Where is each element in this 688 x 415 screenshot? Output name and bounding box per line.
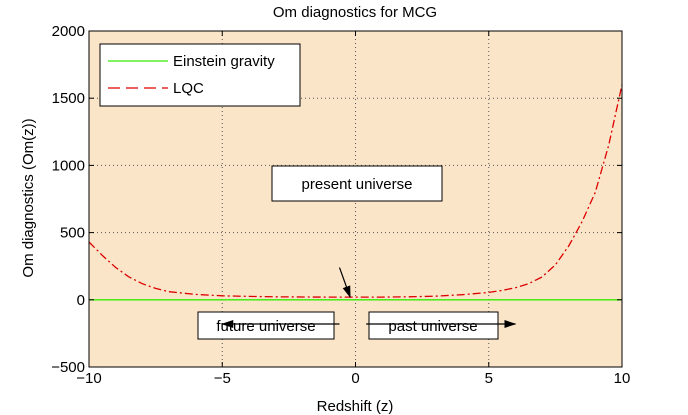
y-tick-label: 1000 (52, 157, 85, 174)
annotation-future: future universe (198, 312, 334, 339)
chart-title: Om diagnostics for MCG (273, 4, 437, 21)
annotation-future-text: future universe (216, 318, 315, 335)
x-tick-label: −5 (214, 370, 231, 387)
y-axis-label: Om diagnostics (Om(z)) (20, 118, 37, 277)
y-tick-label: −500 (51, 359, 85, 376)
y-tick-label: 0 (77, 292, 85, 309)
om-diagnostics-chart: −10 −5 0 5 10−5000500100015002000 Om diagnos… (0, 0, 688, 415)
annotation-present-text: present universe (302, 176, 413, 193)
x-tick-label: 5 (485, 370, 493, 387)
legend-label-lqc: LQC (173, 80, 204, 97)
annotation-past: past universe (369, 312, 498, 339)
y-tick-label: 500 (60, 225, 85, 242)
legend: Einstein gravity LQC (100, 44, 300, 106)
x-tick-label: 10 (614, 370, 631, 387)
x-tick-label: 0 (351, 370, 359, 387)
annotation-present: present universe (272, 166, 442, 201)
legend-label-einstein: Einstein gravity (173, 53, 275, 70)
y-tick-label: 1500 (52, 90, 85, 107)
y-tick-label: 2000 (52, 23, 85, 40)
annotation-past-text: past universe (388, 318, 477, 335)
x-axis-label: Redshift (z) (317, 398, 394, 415)
